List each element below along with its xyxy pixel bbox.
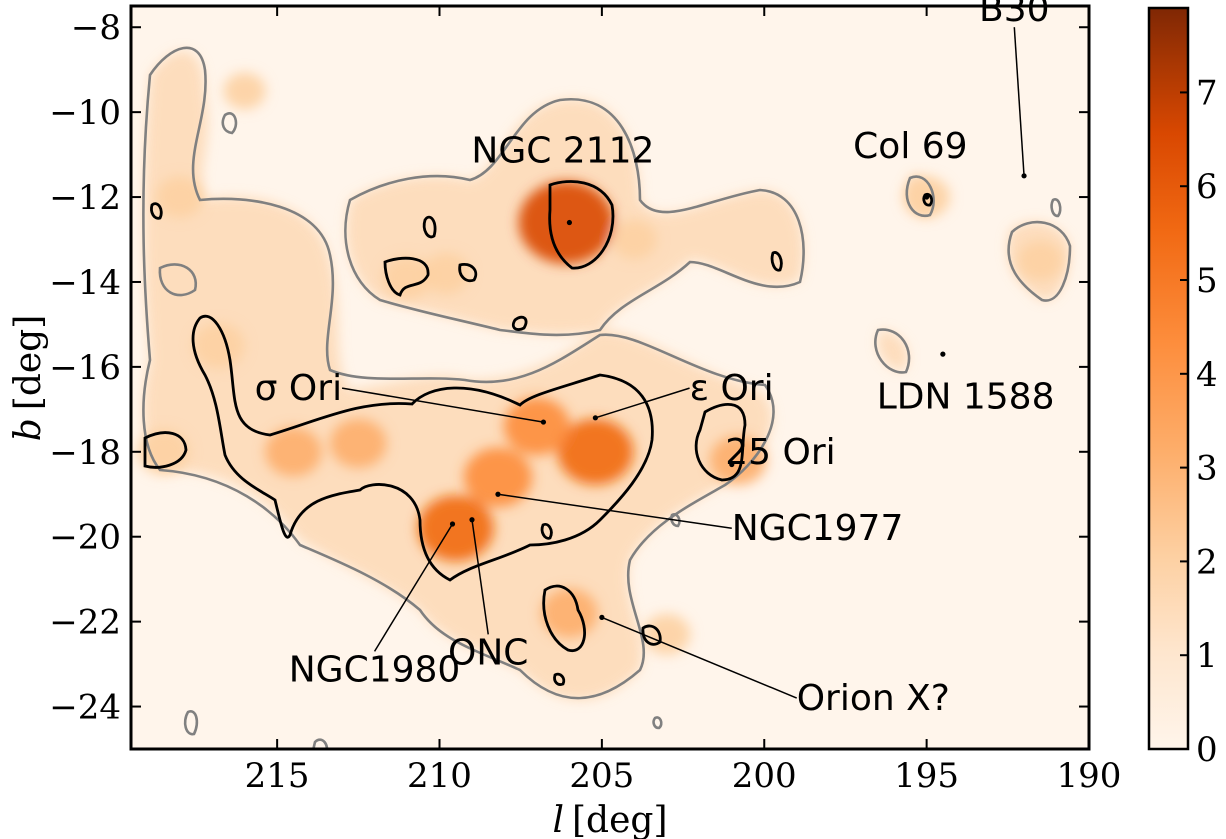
plot-frame xyxy=(129,4,1091,751)
x-axis: 215 210 205 200 195 190 xyxy=(245,6,1122,796)
y-tick-label: −22 xyxy=(49,603,121,643)
annotation-leader xyxy=(595,387,690,419)
density-peak-11 xyxy=(422,253,470,294)
annotations: B30 Col 69 NGC 2112 σ Ori ε Ori LDN 1588 25 Or… xyxy=(255,0,1055,719)
y-tick-label: −10 xyxy=(49,93,121,133)
contours-low xyxy=(142,46,1072,749)
annotation-point xyxy=(469,517,475,523)
x-axis-label-var: l xyxy=(553,800,565,839)
colorbar-tick-label: 4 xyxy=(1196,355,1218,395)
annotation-point xyxy=(729,461,735,468)
density-peaks xyxy=(137,72,1063,655)
y-tick-label: −20 xyxy=(49,518,121,558)
y-axis: −8 −10 −12 −14 −16 −18 −20 −22 −24 xyxy=(49,8,1089,728)
y-tick-label: −8 xyxy=(71,8,121,48)
density-peak-1 xyxy=(463,447,533,507)
annotation-label: NGC 2112 xyxy=(471,130,654,171)
density-peak-2 xyxy=(417,495,494,562)
y-tick-label: −14 xyxy=(49,263,121,303)
contours-high xyxy=(143,180,934,686)
density-peak-3 xyxy=(557,418,634,485)
annotation-point xyxy=(566,219,573,226)
x-tick-label: 205 xyxy=(569,756,634,796)
x-tick-label: 215 xyxy=(245,756,310,796)
annotation-point xyxy=(495,491,501,497)
x-tick-label: 200 xyxy=(732,756,797,796)
density-peak-18 xyxy=(223,72,266,110)
annotation-label: NGC1977 xyxy=(732,508,904,549)
annotation-label: NGC1980 xyxy=(289,649,461,690)
density-peak-13 xyxy=(156,176,204,218)
y-tick-label: −12 xyxy=(49,178,121,218)
x-axis-label-unit: [deg] xyxy=(572,800,667,839)
annotation-label: Col 69 xyxy=(853,126,967,167)
density-peak-8 xyxy=(709,435,767,485)
annotation-point xyxy=(599,614,605,620)
annotation-label: ONC xyxy=(448,632,528,673)
annotation-point xyxy=(540,419,547,425)
colorbar-tick-label: 3 xyxy=(1196,449,1218,489)
annotation-leader xyxy=(341,387,544,423)
density-peak-12 xyxy=(382,256,432,299)
annotation-point xyxy=(592,415,598,421)
density-peak-17 xyxy=(611,219,657,260)
annotation-leader xyxy=(373,523,454,652)
annotation-label: LDN 1588 xyxy=(877,377,1055,418)
x-tick-label: 210 xyxy=(407,756,472,796)
density-peak-15 xyxy=(1017,241,1063,281)
y-tick-label: −24 xyxy=(49,688,121,728)
density-peak-5 xyxy=(265,427,322,477)
y-tick-label: −18 xyxy=(49,433,121,473)
colorbar-tick-label: 0 xyxy=(1196,730,1218,770)
colorbar-tick-label: 5 xyxy=(1196,261,1218,301)
annotation-label: Orion X? xyxy=(797,678,950,719)
y-axis-label-var: b xyxy=(8,418,49,441)
annotation-leader xyxy=(497,493,732,529)
y-axis-label-unit: [deg] xyxy=(8,315,49,410)
colorbar-ticks: 0 1 2 3 4 5 6 7 xyxy=(1180,73,1218,770)
density-peak-4 xyxy=(503,397,571,456)
annotation-leader xyxy=(1013,27,1025,176)
y-tick-label: −16 xyxy=(49,348,121,388)
annotation-leader xyxy=(601,616,798,699)
colorbar-tick-label: 2 xyxy=(1196,542,1218,582)
x-axis-label: l [deg] xyxy=(553,800,668,839)
annotation-label: B30 xyxy=(979,0,1050,30)
x-tick-label: 195 xyxy=(894,756,959,796)
x-tick-label: 190 xyxy=(1057,756,1122,796)
density-peak-10 xyxy=(192,323,245,369)
colorbar-tick-label: 7 xyxy=(1196,73,1218,113)
annotation-label: 25 Ori xyxy=(725,432,835,473)
annotation-label: σ Ori xyxy=(255,368,342,409)
annotation-leader xyxy=(471,519,489,635)
annotation-point xyxy=(449,521,456,527)
colorbar-tick-label: 6 xyxy=(1196,167,1218,207)
annotation-marks xyxy=(341,27,1027,699)
density-peak-0 xyxy=(518,181,614,264)
annotation-point xyxy=(940,351,946,357)
colorbar xyxy=(1147,6,1190,751)
density-peak-16 xyxy=(643,613,691,655)
annotation-label: ε Ori xyxy=(690,368,774,409)
y-axis-label: b [deg] xyxy=(8,315,49,442)
annotation-point xyxy=(924,194,930,200)
annotation-point xyxy=(1021,173,1027,179)
density-peak-6 xyxy=(330,418,387,468)
colorbar-tick-label: 1 xyxy=(1196,636,1218,676)
